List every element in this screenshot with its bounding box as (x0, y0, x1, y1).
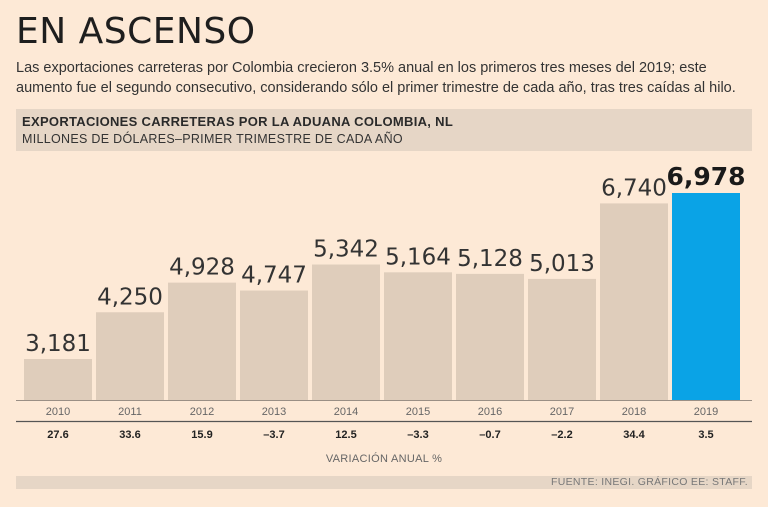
bar-2013 (240, 290, 308, 400)
variation-label-2017: –2.2 (551, 429, 572, 441)
bar-2014 (312, 264, 380, 400)
year-label-2016: 2016 (478, 406, 502, 418)
year-label-2018: 2018 (622, 406, 646, 418)
year-label-2012: 2012 (190, 406, 214, 418)
footer-band: FUENTE: INEGI. GRÁFICO EE: STAFF. (16, 476, 752, 489)
value-label-2013: 4,747 (241, 263, 307, 289)
variation-label-2019: 3.5 (698, 429, 713, 441)
bar-chart: 3,181 2010 27.6 4,250 2011 33.6 4,928 2012 15.9 4… (16, 162, 752, 441)
bar-2019 (672, 193, 740, 400)
chart-description: Las exportaciones carreteras por Colombi… (16, 60, 736, 96)
value-label-2011: 4,250 (97, 284, 163, 310)
bar-2010 (24, 359, 92, 400)
year-label-2013: 2013 (262, 406, 286, 418)
year-label-2010: 2010 (46, 406, 70, 418)
variation-label-2016: –0.7 (479, 429, 500, 441)
variation-label-2013: –3.7 (263, 429, 284, 441)
bar-2011 (96, 312, 164, 400)
variation-axis-label: VARIACIÓN ANUAL % (325, 453, 443, 465)
year-label-2019: 2019 (694, 406, 718, 418)
variation-label-2015: –3.3 (407, 429, 428, 441)
value-label-2010: 3,181 (25, 331, 91, 357)
bar-2015 (384, 272, 452, 400)
value-label-2016: 5,128 (457, 246, 523, 272)
variation-label-2010: 27.6 (47, 429, 68, 441)
year-label-2015: 2015 (406, 406, 430, 418)
value-label-2014: 5,342 (313, 237, 379, 263)
chart-title-band: EXPORTACIONES CARRETERAS POR LA ADUANA C… (16, 109, 752, 151)
value-label-2012: 4,928 (169, 255, 235, 281)
value-label-2019: 6,978 (666, 162, 745, 191)
bar-2018 (600, 203, 668, 400)
value-label-2017: 5,013 (529, 251, 595, 277)
chart-headline: EN ASCENSO (16, 11, 256, 52)
chart-title: EXPORTACIONES CARRETERAS POR LA ADUANA C… (22, 114, 454, 129)
value-label-2015: 5,164 (385, 244, 451, 270)
variation-label-2014: 12.5 (335, 429, 356, 441)
variation-label-2018: 34.4 (623, 429, 645, 441)
source-note: FUENTE: INEGI. GRÁFICO EE: STAFF. (551, 476, 748, 488)
variation-label-2011: 33.6 (119, 429, 140, 441)
year-label-2011: 2011 (118, 406, 142, 418)
bar-2012 (168, 282, 236, 400)
bar-2017 (528, 278, 596, 400)
bar-2016 (456, 273, 524, 400)
year-label-2014: 2014 (334, 406, 358, 418)
value-label-2018: 6,740 (601, 175, 667, 201)
year-label-2017: 2017 (550, 406, 574, 418)
variation-label-2012: 15.9 (191, 429, 212, 441)
chart-units: MILLONES DE DÓLARES–PRIMER TRIMESTRE DE … (22, 132, 403, 146)
